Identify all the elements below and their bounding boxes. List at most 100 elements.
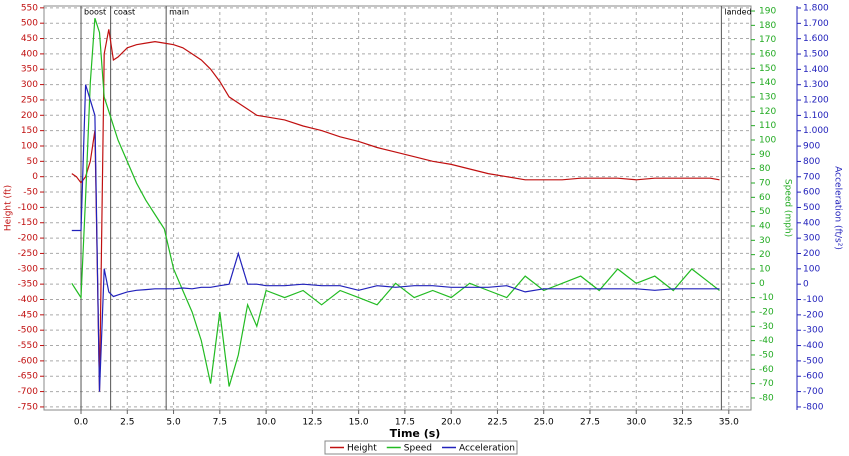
- y3-tick-label: 1.200: [803, 96, 829, 106]
- y2-tick-label: -30: [759, 322, 774, 332]
- y3-tick-label: 500: [803, 203, 820, 213]
- y3-tick-label: 1.800: [803, 3, 829, 13]
- legend-label: Acceleration: [459, 444, 515, 454]
- y2-tick-label: -10: [759, 293, 774, 303]
- y3-tick-label: -500: [803, 356, 824, 366]
- y-tick-label: 450: [21, 34, 38, 44]
- y3-tick-label: 1.600: [803, 34, 829, 44]
- y3-tick-label: 600: [803, 188, 820, 198]
- y2-tick-label: -60: [759, 365, 774, 375]
- y-tick-label: 50: [27, 157, 39, 167]
- y-tick-label: -500: [18, 326, 39, 336]
- y-tick-label: 150: [21, 126, 38, 136]
- legend-box: [324, 440, 518, 455]
- x-tick-label: 35.0: [719, 418, 739, 428]
- x-tick-label: 5.0: [166, 418, 181, 428]
- event-label: landed: [724, 8, 751, 17]
- series-line: [71, 84, 720, 392]
- y3-tick-label: -700: [803, 387, 824, 397]
- y2-tick-label: 60: [759, 193, 771, 203]
- y-tick-label: 300: [21, 80, 38, 90]
- x-tick-label: 32.5: [672, 418, 692, 428]
- y-tick-label: -650: [18, 372, 39, 382]
- y3-axis-label: Acceleration (ft/s²): [833, 166, 843, 250]
- y-tick-label: 350: [21, 65, 38, 75]
- event-label: boost: [84, 8, 106, 17]
- y3-tick-label: 300: [803, 234, 820, 244]
- y2-tick-label: 120: [759, 107, 776, 117]
- y2-tick-label: 140: [759, 78, 776, 88]
- y-tick-label: -250: [18, 249, 39, 259]
- y-tick-label: 100: [21, 141, 38, 151]
- y2-tick-label: 20: [759, 250, 771, 260]
- y-tick-label: 400: [21, 49, 38, 59]
- y2-tick-label: 50: [759, 207, 771, 217]
- y-tick-label: -50: [23, 188, 38, 198]
- y3-tick-label: 700: [803, 172, 820, 182]
- y-axis-label: Height (ft): [4, 185, 14, 231]
- x-axis-label: Time (s): [390, 427, 441, 440]
- x-tick-label: 12.5: [302, 418, 322, 428]
- y3-tick-label: -300: [803, 326, 824, 336]
- y-tick-label: -100: [18, 203, 39, 213]
- y2-tick-label: 150: [759, 64, 776, 74]
- y-tick-label: -150: [18, 218, 39, 228]
- y3-tick-label: -200: [803, 310, 824, 320]
- x-tick-label: 22.5: [487, 418, 507, 428]
- y3-tick-label: -600: [803, 372, 824, 382]
- y-tick-label: -300: [18, 264, 39, 274]
- y3-tick-label: 1.400: [803, 65, 829, 75]
- y3-tick-label: 200: [803, 249, 820, 259]
- y2-tick-label: 80: [759, 164, 771, 174]
- y2-tick-label: 70: [759, 178, 771, 188]
- y-tick-label: -400: [18, 295, 39, 305]
- x-tick-label: 10.0: [256, 418, 276, 428]
- y2-tick-label: -70: [759, 379, 774, 389]
- y3-tick-label: 800: [803, 157, 820, 167]
- y-tick-label: -200: [18, 234, 39, 244]
- x-tick-label: 2.5: [120, 418, 134, 428]
- y2-tick-label: 90: [759, 150, 771, 160]
- y-tick-label: 200: [21, 111, 38, 121]
- y3-tick-label: 1.100: [803, 111, 829, 121]
- y3-tick-label: 0: [803, 280, 809, 290]
- legend-label: Speed: [404, 444, 432, 454]
- y3-tick-label: -100: [803, 295, 824, 305]
- x-tick-label: 25.0: [534, 418, 554, 428]
- series-line: [71, 18, 720, 387]
- x-tick-label: 7.5: [213, 418, 227, 428]
- y3-tick-label: 1.300: [803, 80, 829, 90]
- y3-tick-label: 1.700: [803, 19, 829, 29]
- y-tick-label: 500: [21, 19, 38, 29]
- x-tick-label: 27.5: [580, 418, 600, 428]
- x-tick-label: 0.0: [74, 418, 89, 428]
- y2-tick-label: 160: [759, 50, 776, 60]
- y3-tick-label: 100: [803, 264, 820, 274]
- legend-label: Height: [347, 444, 377, 454]
- y3-tick-label: -800: [803, 402, 824, 412]
- y-tick-label: -750: [18, 402, 39, 412]
- y2-tick-label: -50: [759, 350, 774, 360]
- series-line: [71, 29, 720, 392]
- y-tick-label: -550: [18, 341, 39, 351]
- y2-tick-label: -80: [759, 393, 774, 403]
- y2-tick-label: 170: [759, 35, 776, 45]
- y-tick-label: -450: [18, 310, 39, 320]
- y3-tick-label: 1.000: [803, 126, 829, 136]
- x-tick-label: 20.0: [441, 418, 461, 428]
- y3-tick-label: 1.500: [803, 50, 829, 60]
- y2-tick-label: 190: [759, 7, 776, 17]
- y2-tick-label: -20: [759, 307, 774, 317]
- y-tick-label: -700: [18, 387, 39, 397]
- y2-tick-label: 10: [759, 264, 771, 274]
- y2-tick-label: 0: [759, 279, 765, 289]
- y3-tick-label: 900: [803, 142, 820, 152]
- x-tick-label: 15.0: [349, 418, 369, 428]
- y2-axis-label: Speed (mph): [783, 179, 793, 237]
- plot-area: [43, 5, 752, 411]
- y2-tick-label: 30: [759, 236, 771, 246]
- y2-tick-label: 180: [759, 21, 776, 31]
- y2-tick-label: 110: [759, 121, 776, 131]
- x-tick-label: 30.0: [626, 418, 646, 428]
- y-tick-label: -350: [18, 280, 39, 290]
